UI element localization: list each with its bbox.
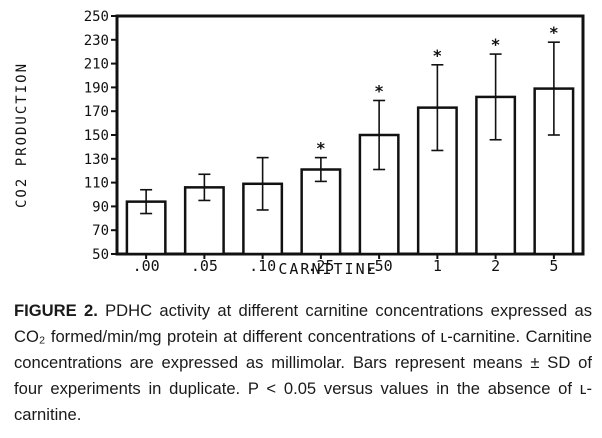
x-tick-label: .00 — [133, 257, 160, 275]
significance-marker: * — [549, 23, 559, 42]
x-axis-title: CARNITINE — [278, 260, 377, 278]
y-tick-label: 170 — [84, 104, 109, 120]
x-tick-label: .10 — [249, 257, 276, 275]
bar — [416, 106, 458, 256]
significance-marker: * — [316, 139, 326, 158]
figure-label: FIGURE 2. — [14, 301, 98, 320]
x-tick-label: 5 — [549, 257, 558, 275]
x-tick-label: 2 — [491, 257, 500, 275]
y-tick-label: 50 — [92, 247, 109, 263]
bars-group: * * * * * — [125, 23, 575, 256]
figure-caption: FIGURE 2. PDHC activity at different car… — [14, 298, 592, 428]
significance-marker: * — [433, 46, 443, 65]
y-tick-label: 190 — [84, 80, 109, 96]
y-tick-label: 110 — [84, 176, 109, 192]
y-tick-label: 210 — [84, 57, 109, 73]
y-axis: 50 70 90 110 130 150 170 190 210 230 250 — [84, 9, 117, 263]
y-tick-label: 230 — [84, 33, 109, 49]
x-tick-label: .05 — [191, 257, 218, 275]
y-tick-label: 70 — [92, 223, 109, 239]
significance-marker: * — [491, 35, 501, 54]
x-tick-label: .25 — [307, 257, 334, 275]
y-tick-label: 150 — [84, 128, 109, 144]
significance-marker: * — [374, 81, 384, 100]
x-tick-label: .50 — [366, 257, 393, 275]
bar-chart: 50 70 90 110 130 150 170 190 210 230 250 * * * * * .00… — [14, 9, 585, 278]
y-axis-title: CO2 PRODUCTION — [14, 62, 30, 208]
y-tick-label: 90 — [92, 199, 109, 215]
x-axis: .00 .05 .10 .25 .50 1 2 5 — [133, 254, 558, 275]
bar — [300, 168, 342, 256]
caption-text: PDHC activity at different carnitine con… — [14, 301, 592, 424]
y-tick-label: 250 — [84, 9, 109, 25]
y-tick-label: 130 — [84, 152, 109, 168]
x-tick-label: 1 — [433, 257, 442, 275]
